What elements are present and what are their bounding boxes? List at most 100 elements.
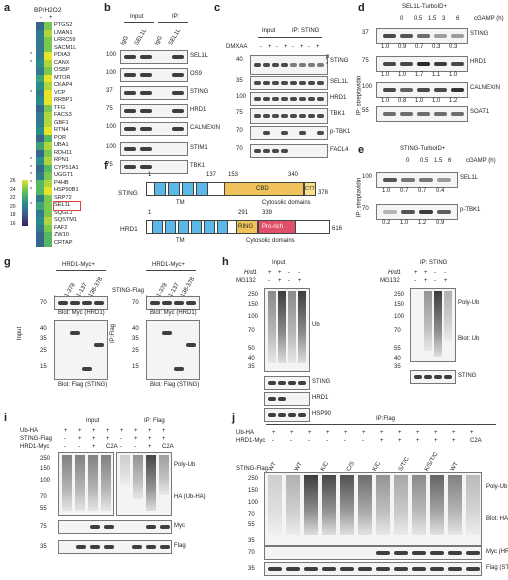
f-hrd1-domain-label: Cytosolic domains (246, 238, 295, 244)
i-smear (133, 455, 143, 499)
i-sign: + (134, 436, 138, 442)
d-quant: 0.7 (415, 44, 424, 50)
d-quant: 1.0 (381, 44, 390, 50)
c-band (281, 63, 288, 67)
i-sign: + (64, 428, 68, 434)
i-sign: + (106, 428, 110, 434)
f-sting-start: 1 (148, 172, 152, 178)
c-header-line (258, 37, 322, 38)
g-mw-bottom-left: 35 (40, 336, 47, 342)
b-band (172, 73, 184, 77)
g-blot-flag-label-left: Blot: Flag (STING) (58, 382, 108, 388)
b-band (124, 109, 136, 113)
b-row-label-sel1l: SEL1L (190, 53, 209, 59)
g-band (162, 331, 172, 335)
c-sign: - (276, 44, 278, 50)
f-sting-tm-segment (196, 182, 208, 196)
h-mw-left: 40 (248, 356, 255, 362)
d-band (383, 34, 396, 38)
heatmap-gene-label: GBF1 (54, 119, 69, 126)
c-sign: - (308, 44, 310, 50)
c-band (308, 114, 315, 118)
d-band (417, 88, 430, 92)
g-band (58, 301, 68, 305)
h-mg-sign-right: + (444, 278, 448, 284)
h-hrd1-sign: + (278, 270, 282, 276)
f-sting-cbd-label: CBD (256, 186, 269, 192)
heatmap-colorbar (22, 180, 28, 226)
b-mw-sting: 37 (106, 88, 113, 94)
c-band (317, 114, 324, 118)
b-header-line-input (124, 22, 154, 23)
h-mg-sign: - (288, 278, 290, 284)
heatmap-cell-minus (36, 164, 44, 172)
g-left-title-line (56, 270, 106, 271)
heatmap-star: * (30, 179, 32, 186)
j-sign-ub: + (308, 430, 312, 436)
f-sting-tm-segment (182, 182, 194, 196)
h-row-label: HSP90 (312, 411, 332, 417)
heatmap-cell-plus (44, 209, 52, 217)
g-mw-bottom-right: 40 (132, 326, 139, 332)
j-mw-lower: 70 (248, 550, 255, 556)
j-sign-ub: + (290, 430, 294, 436)
i-sign: - (120, 436, 122, 442)
h-blot-sting-right (410, 370, 456, 384)
h-band (288, 381, 296, 385)
b-blot-sting (120, 86, 188, 100)
g-band (186, 301, 196, 305)
c-band (263, 97, 270, 101)
i-smear (62, 455, 72, 511)
c-sign: + (300, 44, 304, 50)
heatmap-cell-minus (36, 127, 44, 135)
heatmap-cell-plus (44, 37, 52, 45)
j-title: IP:Flag (376, 416, 396, 422)
b-band (124, 55, 136, 59)
heatmap-star: * (30, 52, 32, 58)
g-right-title: HRD1-Myc+ (152, 262, 185, 268)
f-sting-tm-label: TM (176, 200, 185, 206)
heatmap-cell-plus (44, 217, 52, 225)
i-sign: + (134, 428, 138, 434)
b-band (172, 55, 184, 59)
heatmap-gene-label: OSBP (54, 67, 70, 73)
h-mw-right: 70 (394, 328, 401, 334)
g-blot-flag-left (54, 320, 108, 380)
colorbar-tick-label: 24 (10, 186, 16, 193)
i-blot-myc (58, 520, 172, 534)
heatmap-gene-label: CANX (54, 59, 70, 66)
g-blot-myc-label-right: Blot: Myc (HRD1) (150, 310, 197, 316)
d-band (383, 62, 396, 66)
f-sting-ctt (304, 182, 316, 196)
heatmap-cell-minus (36, 29, 44, 37)
heatmap-gene-label: CRTAP (54, 239, 73, 246)
c-sign: - (292, 44, 294, 50)
d-quant: 1.0 (415, 98, 424, 104)
i-sign: + (92, 436, 96, 442)
heatmap-cell-plus (44, 29, 52, 37)
h-blot-ub-left (264, 288, 310, 372)
j-band (466, 567, 480, 571)
j-band (466, 551, 480, 555)
e-row-label: SEL1L (460, 175, 479, 181)
b-blot-hrd1 (120, 104, 188, 118)
i-band (132, 545, 142, 549)
j-mw-lower: 35 (248, 566, 255, 572)
c-band (290, 63, 297, 67)
i-mw: 150 (40, 466, 51, 472)
h-smear (434, 291, 442, 357)
f-hrd1-pro (258, 220, 296, 234)
j-sign-hrd1: + (434, 438, 438, 444)
colorbar-tick-label: 18 (10, 212, 16, 219)
h-blot-hrd1 (264, 392, 310, 406)
g-blot-flag-right (146, 320, 200, 380)
heatmap-gene-label: UGGT1 (54, 172, 74, 178)
f-sting-ctt-label: CTT (305, 186, 315, 192)
g-mw-bottom-right: 35 (132, 336, 139, 342)
c-band (263, 149, 270, 153)
g-band (94, 343, 104, 347)
e-quant: 1.0 (400, 220, 409, 226)
j-band (430, 567, 444, 571)
heatmap-cell-minus (36, 157, 44, 165)
g-mw-bottom-right: 15 (132, 364, 139, 370)
